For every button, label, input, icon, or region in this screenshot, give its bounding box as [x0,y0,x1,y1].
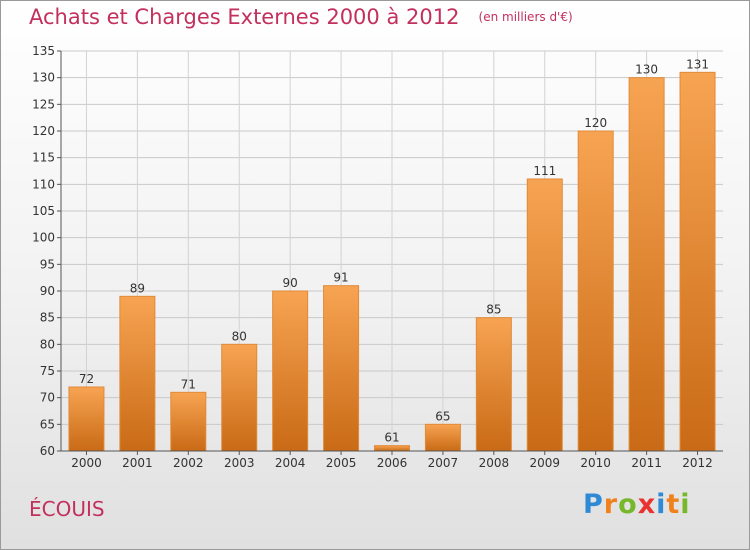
logo-letter: i [656,489,667,520]
bar-value-label: 72 [79,372,94,386]
x-tick-label: 2001 [122,456,153,470]
bar-2001 [119,295,156,452]
bar-value-label: 120 [584,116,607,130]
bar-2012 [679,71,716,452]
y-tick-label: 115 [32,151,55,165]
bar-value-label: 90 [283,276,298,290]
bar-value-label: 89 [130,281,145,295]
bar-value-label: 85 [486,303,501,317]
x-tick-label: 2003 [224,456,255,470]
bar-value-label: 111 [533,164,556,178]
x-tick-label: 2007 [428,456,459,470]
x-tick-label: 2009 [529,456,560,470]
logo-letter: o [618,489,638,520]
chart-subtitle: (en milliers d'€) [478,10,573,24]
bar-2000 [68,386,105,452]
bar-value-label: 65 [435,409,450,423]
logo-letter: i [680,489,691,520]
bar-2003 [221,343,258,452]
bar-2005 [323,285,360,452]
y-tick-label: 85 [40,311,55,325]
bar-value-label: 130 [635,63,658,77]
logo-letter: r [603,489,619,520]
bar-2008 [475,317,512,452]
proxiti-logo: Proxiti [583,489,691,520]
x-tick-label: 2005 [326,456,357,470]
y-tick-label: 125 [32,97,55,111]
x-tick-label: 2011 [631,456,662,470]
x-tick-label: 2002 [173,456,204,470]
x-tick-label: 2008 [479,456,510,470]
bar-2007 [424,423,461,452]
logo-letter: t [666,489,681,520]
y-tick-label: 90 [40,284,55,298]
x-tick-label: 2004 [275,456,306,470]
x-tick-label: 2000 [71,456,102,470]
y-tick-label: 105 [32,204,55,218]
bar-value-label: 91 [333,271,348,285]
bar-value-label: 71 [181,377,196,391]
bar-2004 [272,290,309,452]
y-tick-label: 60 [40,444,55,458]
bar-value-label: 131 [686,57,709,71]
commune-name: ÉCOUIS [29,497,105,521]
y-tick-label: 70 [40,391,55,405]
y-tick-label: 95 [40,257,55,271]
x-tick-label: 2010 [580,456,611,470]
logo-letter: x [637,489,657,520]
chart-header: Achats et Charges Externes 2000 à 2012 (… [29,5,573,29]
bar-2009 [526,178,563,452]
logo-letter: P [583,489,604,520]
bar-2006 [374,445,410,452]
y-tick-label: 80 [40,337,55,351]
y-tick-label: 110 [32,177,55,191]
bar-2002 [170,391,207,452]
bar-value-label: 61 [384,431,399,445]
y-tick-label: 65 [40,417,55,431]
bar-value-label: 80 [232,329,247,343]
y-tick-label: 120 [32,124,55,138]
bar-2011 [628,77,665,452]
x-tick-label: 2012 [682,456,713,470]
y-tick-label: 135 [32,44,55,58]
y-tick-label: 75 [40,364,55,378]
chart-title: Achats et Charges Externes 2000 à 2012 [29,5,460,29]
bar-2010 [577,130,614,452]
y-tick-label: 100 [32,231,55,245]
y-tick-label: 130 [32,71,55,85]
x-tick-label: 2006 [377,456,408,470]
